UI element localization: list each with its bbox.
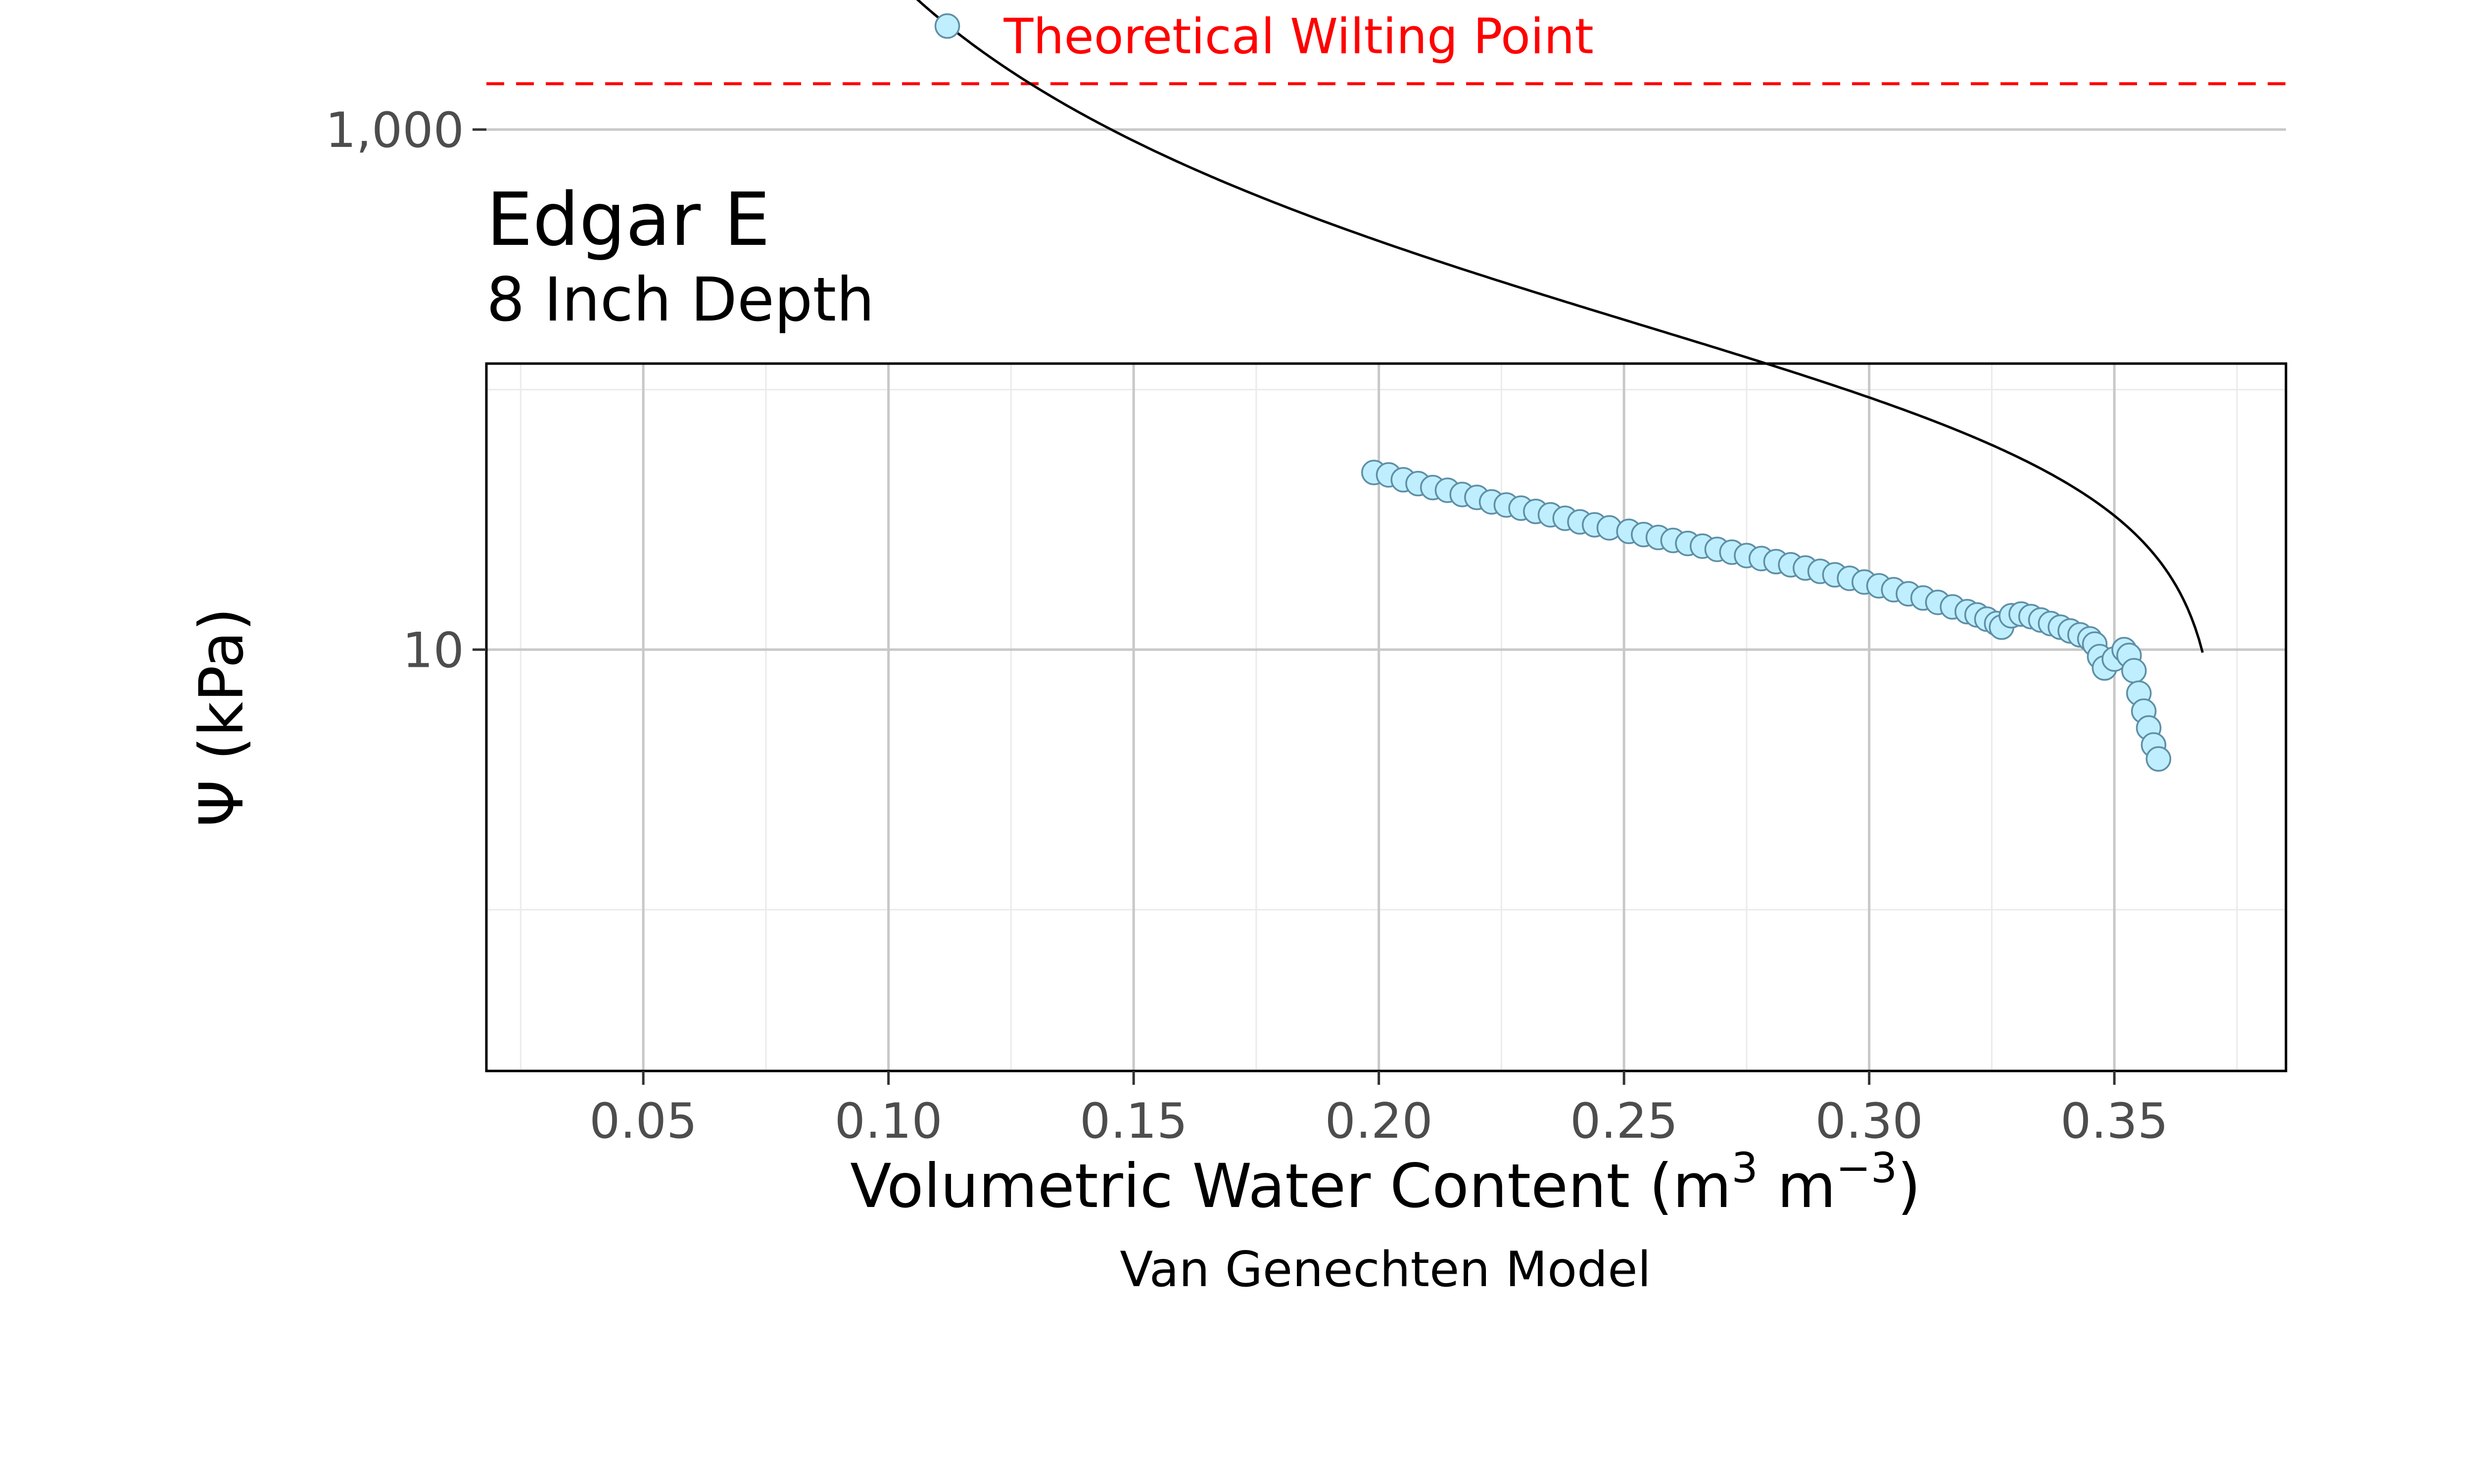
chart-subtitle: 8 Inch Depth <box>486 265 874 335</box>
x-axis-label-end: ) <box>1897 1151 1921 1221</box>
y-axis-label: Ψ (kPa) <box>187 607 257 827</box>
x-axis-label: Volumetric Water Content (m3 m−3) <box>850 1144 1921 1221</box>
plot-panel-border <box>485 362 2287 1072</box>
observed-data-point <box>2121 658 2147 684</box>
x-axis-label-sup2: −3 <box>1836 1144 1897 1192</box>
wilting-point-label: Theoretical Wilting Point <box>1003 8 1594 65</box>
observed-points-group <box>934 13 2172 772</box>
chart-caption: Van Genechten Model <box>1120 1242 1651 1298</box>
x-tick-label: 0.10 <box>835 1093 943 1150</box>
major-gridlines <box>486 128 2286 1071</box>
observed-data-point <box>2145 746 2172 772</box>
x-tick-label: 0.20 <box>1325 1093 1433 1150</box>
wilting-point-group: Theoretical Wilting Point <box>486 8 2286 86</box>
x-tick-label: 0.05 <box>589 1093 697 1150</box>
x-tick-label: 0.25 <box>1570 1093 1678 1150</box>
x-axis-label-mid: m <box>1758 1151 1836 1221</box>
minor-gridlines <box>486 364 2286 1071</box>
chart-title: Edgar E <box>486 177 770 262</box>
observed-data-point <box>934 13 960 39</box>
x-tick-label: 0.15 <box>1080 1093 1188 1150</box>
x-tick-label: 0.30 <box>1815 1093 1923 1150</box>
y-tick-label: 1,000 <box>325 102 464 159</box>
x-axis-label-sup1: 3 <box>1731 1144 1758 1192</box>
y-tick-label: 10 <box>402 622 464 679</box>
x-tick-label: 0.35 <box>2060 1093 2168 1150</box>
x-axis-label-main: Volumetric Water Content (m <box>850 1151 1731 1221</box>
y-axis-ticks: 101,000100,000 <box>325 102 486 679</box>
x-axis-ticks: 0.05 0.10 0.15 0.20 0.25 0.30 0.35 <box>589 1071 2168 1150</box>
